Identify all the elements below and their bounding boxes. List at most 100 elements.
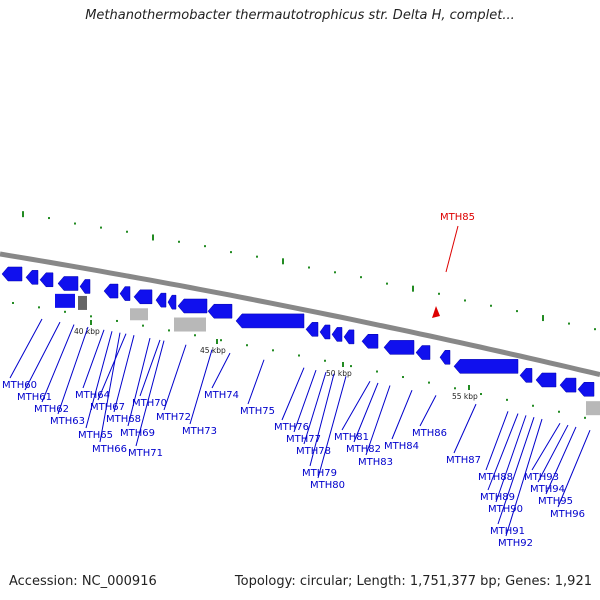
gene-arrow[interactable] [319, 324, 331, 340]
gene-arrow[interactable] [361, 334, 379, 349]
leader-line [127, 337, 151, 427]
gene-label-mth77[interactable]: MTH77 [286, 434, 321, 445]
leader-line [189, 349, 213, 425]
gene-label-mth69[interactable]: MTH69 [120, 428, 155, 439]
gene-arrow[interactable] [519, 368, 533, 383]
selected-gene-marker[interactable] [432, 306, 440, 318]
gene-label-mth66[interactable]: MTH66 [92, 444, 127, 455]
gene-arrow[interactable] [383, 340, 415, 355]
gene-label-mth72[interactable]: MTH72 [156, 412, 191, 423]
gene-label-mth76[interactable]: MTH76 [274, 422, 309, 433]
gene-label-mth63[interactable]: MTH63 [50, 416, 85, 427]
gene-label-mth95[interactable]: MTH95 [538, 496, 573, 507]
tick-mark [126, 230, 128, 233]
gene-arrow[interactable] [155, 292, 167, 308]
gene-arrow[interactable] [577, 382, 595, 397]
gene-label-mth92[interactable]: MTH92 [498, 538, 533, 549]
gene-label-mth68[interactable]: MTH68 [106, 414, 141, 425]
leader-line [497, 417, 535, 525]
tick-mark [480, 393, 482, 396]
leader-line [309, 373, 335, 467]
gene-arrow[interactable] [305, 322, 319, 337]
rna-feature[interactable] [130, 308, 148, 321]
tick-mark [216, 339, 218, 344]
gene-label-mth86[interactable]: MTH86 [412, 428, 447, 439]
tick-mark [584, 416, 586, 419]
tick-mark [454, 387, 456, 390]
leader-line [545, 426, 577, 495]
tick-mark [334, 271, 336, 274]
gene-arrow[interactable] [453, 359, 519, 374]
gene-arrow[interactable] [119, 286, 131, 301]
gene-arrow[interactable] [79, 279, 91, 294]
tick-mark [246, 344, 248, 347]
gene-label-mth73[interactable]: MTH73 [182, 426, 217, 437]
leader-line [485, 411, 509, 471]
leader-line [41, 324, 75, 403]
gene-label-mth62[interactable]: MTH62 [34, 404, 69, 415]
gene-arrow[interactable] [343, 329, 355, 345]
rna-feature[interactable] [586, 401, 600, 416]
rna-feature[interactable] [174, 317, 206, 332]
leader-line [445, 225, 459, 273]
gene-label-mth60[interactable]: MTH60 [2, 380, 37, 391]
gene-arrow[interactable] [103, 283, 119, 299]
gene-label-mth85[interactable]: MTH85 [440, 212, 475, 223]
gene-arrow[interactable] [207, 303, 233, 319]
gene-label-mth83[interactable]: MTH83 [358, 457, 393, 468]
tick-mark [48, 217, 50, 220]
leader-line [419, 395, 437, 427]
tick-mark [490, 304, 492, 307]
leader-line [317, 376, 347, 479]
tick-mark [142, 324, 144, 327]
gene-label-mth70[interactable]: MTH70 [132, 398, 167, 409]
gene-label-mth96[interactable]: MTH96 [550, 509, 585, 520]
gene-label-mth71[interactable]: MTH71 [128, 448, 163, 459]
gene-label-mth61[interactable]: MTH61 [17, 392, 52, 403]
leader-line [531, 422, 561, 471]
gene-arrow[interactable] [177, 298, 208, 314]
tick-mark [350, 365, 352, 368]
gene-label-mth64[interactable]: MTH64 [75, 390, 110, 401]
gene-label-mth93[interactable]: MTH93 [524, 472, 559, 483]
gene-label-mth81[interactable]: MTH81 [334, 432, 369, 443]
tick-mark [116, 319, 118, 322]
gene-label-mth88[interactable]: MTH88 [478, 472, 513, 483]
gene-label-mth74[interactable]: MTH74 [204, 390, 239, 401]
leader-line [113, 335, 135, 413]
tick-mark [506, 398, 508, 401]
gene-arrow[interactable] [331, 327, 343, 342]
gene-label-mth75[interactable]: MTH75 [240, 406, 275, 417]
gene-label-mth67[interactable]: MTH67 [90, 402, 125, 413]
tick-mark [594, 328, 596, 331]
rna-feature[interactable] [78, 295, 87, 310]
tick-mark [152, 234, 154, 241]
gene-arrow[interactable] [55, 293, 75, 308]
gene-arrow[interactable] [1, 266, 23, 282]
tick-mark [558, 410, 560, 413]
gene-label-mth87[interactable]: MTH87 [446, 455, 481, 466]
gene-arrow[interactable] [25, 270, 39, 285]
leader-line [391, 389, 413, 440]
tick-mark [204, 245, 206, 248]
leader-line [365, 385, 391, 456]
gene-label-mth80[interactable]: MTH80 [310, 480, 345, 491]
gene-arrow[interactable] [167, 294, 177, 310]
leader-line [281, 367, 305, 421]
gene-arrow[interactable] [439, 350, 451, 365]
gene-label-mth84[interactable]: MTH84 [384, 441, 419, 452]
gene-arrow[interactable] [415, 345, 431, 360]
gene-arrow[interactable] [535, 372, 557, 388]
gene-arrow[interactable] [39, 272, 54, 288]
gene-label-mth65[interactable]: MTH65 [78, 430, 113, 441]
tick-mark [386, 282, 388, 285]
gene-label-mth82[interactable]: MTH82 [346, 444, 381, 455]
tick-mark [532, 404, 534, 407]
gene-arrow[interactable] [235, 313, 305, 329]
tick-mark [298, 354, 300, 357]
gene-arrow[interactable] [57, 276, 79, 291]
gene-arrow[interactable] [559, 377, 577, 393]
gene-label-mth90[interactable]: MTH90 [488, 504, 523, 515]
gene-arrow[interactable] [133, 289, 153, 305]
